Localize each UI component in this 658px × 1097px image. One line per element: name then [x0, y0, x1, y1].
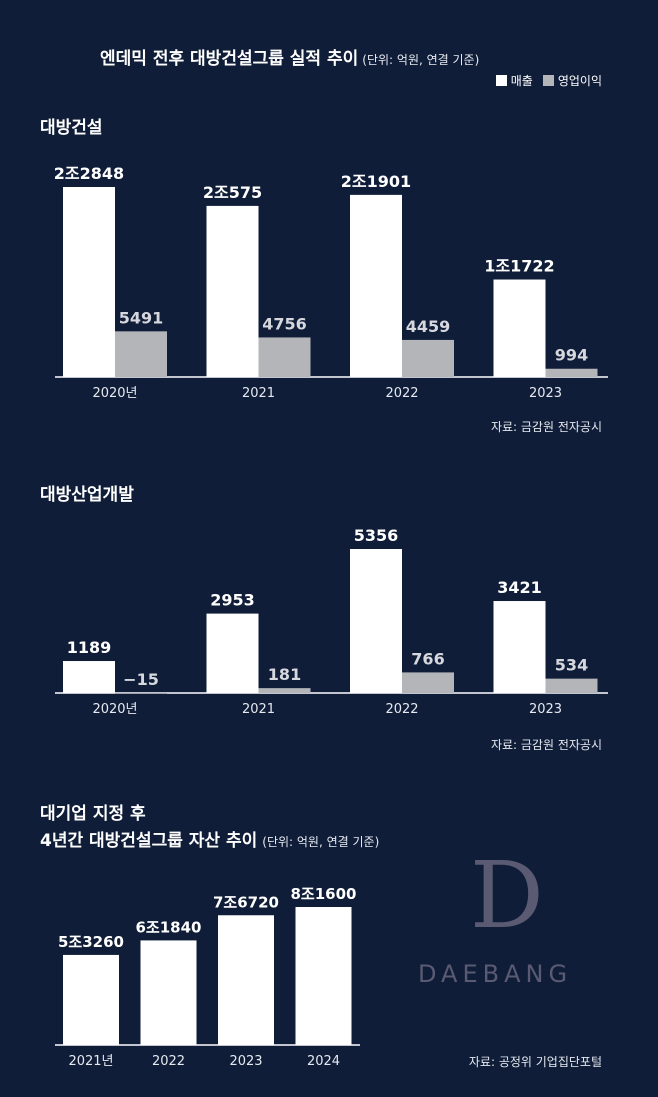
bar-primary-2: [350, 194, 402, 377]
chart1-source: 자료: 금감원 전자공시: [490, 420, 602, 434]
data-label: 5356: [354, 526, 399, 545]
chart-header: 엔데믹 전후 대방건설그룹 실적 추이 (단위: 억원, 연결 기준): [100, 44, 479, 69]
x-tick-label: 2022: [152, 1054, 185, 1069]
x-tick-label: 2021: [242, 702, 275, 717]
x-tick-label: 2022: [385, 702, 418, 717]
chart3-title: 대기업 지정 후: [40, 804, 146, 824]
chart3-subtitle-row: 4년간 대방건설그룹 자산 추이 (단위: 억원, 연결 기준): [40, 826, 379, 851]
data-label: 3421: [497, 578, 542, 597]
main-unit: (단위: 억원, 연결 기준): [362, 53, 480, 67]
chart1-svg: 2조2848 5491 2020년 2조575 4756 2021 2조1901 4459 20…: [54, 164, 608, 401]
x-tick-label: 2022: [385, 386, 418, 401]
x-tick-label: 2021: [242, 386, 275, 401]
bar-secondary-3: [545, 678, 598, 693]
bar-primary-0: [63, 954, 119, 1045]
data-label: 2조575: [203, 183, 262, 202]
data-label: 181: [268, 665, 301, 684]
legend-swatch-sales: [495, 75, 507, 86]
bar-secondary-3: [545, 368, 598, 377]
main-title: 엔데믹 전후 대방건설그룹 실적 추이: [100, 49, 359, 69]
x-tick-label: 2023: [529, 386, 562, 401]
bar-primary-3: [493, 279, 546, 377]
bar-secondary-2: [402, 339, 454, 377]
data-label: 7조6720: [213, 893, 279, 911]
bar-secondary-2: [402, 672, 454, 693]
data-label: 5조3260: [58, 933, 124, 951]
x-tick-label: 2023: [229, 1054, 262, 1069]
bar-primary-2: [218, 915, 274, 1045]
x-tick-label: 2021년: [68, 1054, 113, 1069]
bar-primary-3: [493, 601, 546, 693]
data-label: 994: [555, 346, 588, 365]
bar-secondary-1: [258, 688, 311, 693]
data-label: 4459: [406, 317, 451, 336]
x-tick-label: 2023: [529, 702, 562, 717]
bar-primary-0: [63, 661, 115, 693]
chart2-title: 대방산업개발: [40, 485, 134, 505]
x-tick-label: 2024: [307, 1054, 340, 1069]
bar-primary-1: [206, 613, 259, 693]
daebang-logo-text: DAEBANG: [418, 960, 573, 988]
chart3-svg: 5조3260 2021년 6조1840 2022 7조6720 2023 8조1600 202…: [55, 885, 360, 1069]
legend-label-op-profit: 영업이익: [557, 74, 602, 88]
chart1-title: 대방건설: [40, 118, 103, 138]
data-label: −15: [123, 670, 159, 689]
bar-primary-1: [206, 205, 259, 377]
bar-primary-3: [295, 907, 352, 1045]
data-label: 2조2848: [54, 164, 124, 183]
chart3-subtitle: 4년간 대방건설그룹 자산 추이: [40, 831, 258, 851]
data-label: 534: [555, 656, 588, 675]
legend-swatch-op-profit: [542, 75, 554, 86]
bar-secondary-0: [115, 331, 167, 377]
data-label: 8조1600: [291, 885, 357, 903]
bar-primary-1: [140, 940, 197, 1045]
chart3-unit: (단위: 억원, 연결 기준): [262, 835, 380, 849]
data-label: 766: [411, 649, 444, 668]
x-tick-label: 2020년: [92, 386, 137, 401]
data-label: 2조1901: [341, 172, 411, 191]
bar-secondary-0: [115, 693, 167, 694]
data-label: 5491: [119, 308, 164, 327]
chart2-source: 자료: 금감원 전자공시: [490, 738, 602, 752]
bar-primary-0: [63, 187, 115, 377]
daebang-logo-mark: D: [470, 842, 544, 949]
data-label: 1조1722: [484, 257, 554, 276]
data-label: 4756: [262, 314, 307, 333]
data-label: 6조1840: [136, 918, 202, 936]
legend-label-sales: 매출: [510, 74, 533, 88]
legend: 매출 영업이익: [486, 72, 602, 89]
chart2-svg: 1189 −15 2020년 2953 181 2021 5356 766 2022 3421 53…: [55, 526, 608, 717]
chart3-source: 자료: 공정위 기업집단포털: [468, 1055, 602, 1069]
bar-primary-2: [350, 549, 402, 693]
data-label: 1189: [67, 638, 112, 657]
bar-secondary-1: [258, 337, 311, 377]
data-label: 2953: [210, 591, 255, 610]
x-tick-label: 2020년: [92, 702, 137, 717]
